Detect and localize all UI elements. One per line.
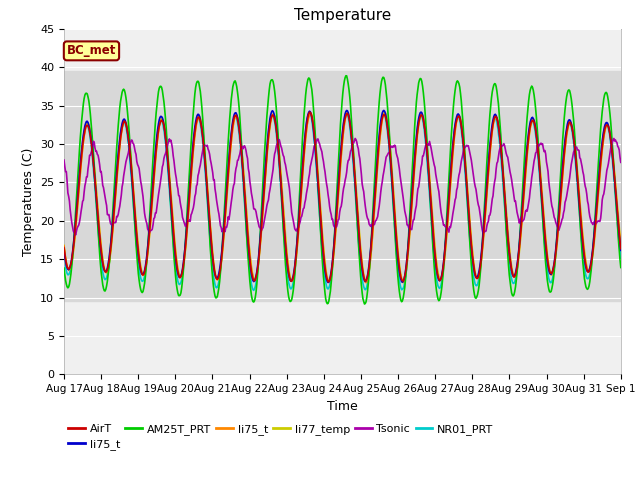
Text: BC_met: BC_met (67, 44, 116, 57)
Bar (64, 71, 621, 301)
X-axis label: Time: Time (327, 400, 358, 413)
Y-axis label: Temperatures (C): Temperatures (C) (22, 147, 35, 256)
Title: Temperature: Temperature (294, 9, 391, 24)
Legend: AirT, li75_t, AM25T_PRT, li75_t, li77_temp, Tsonic, NR01_PRT: AirT, li75_t, AM25T_PRT, li75_t, li77_te… (64, 420, 497, 455)
